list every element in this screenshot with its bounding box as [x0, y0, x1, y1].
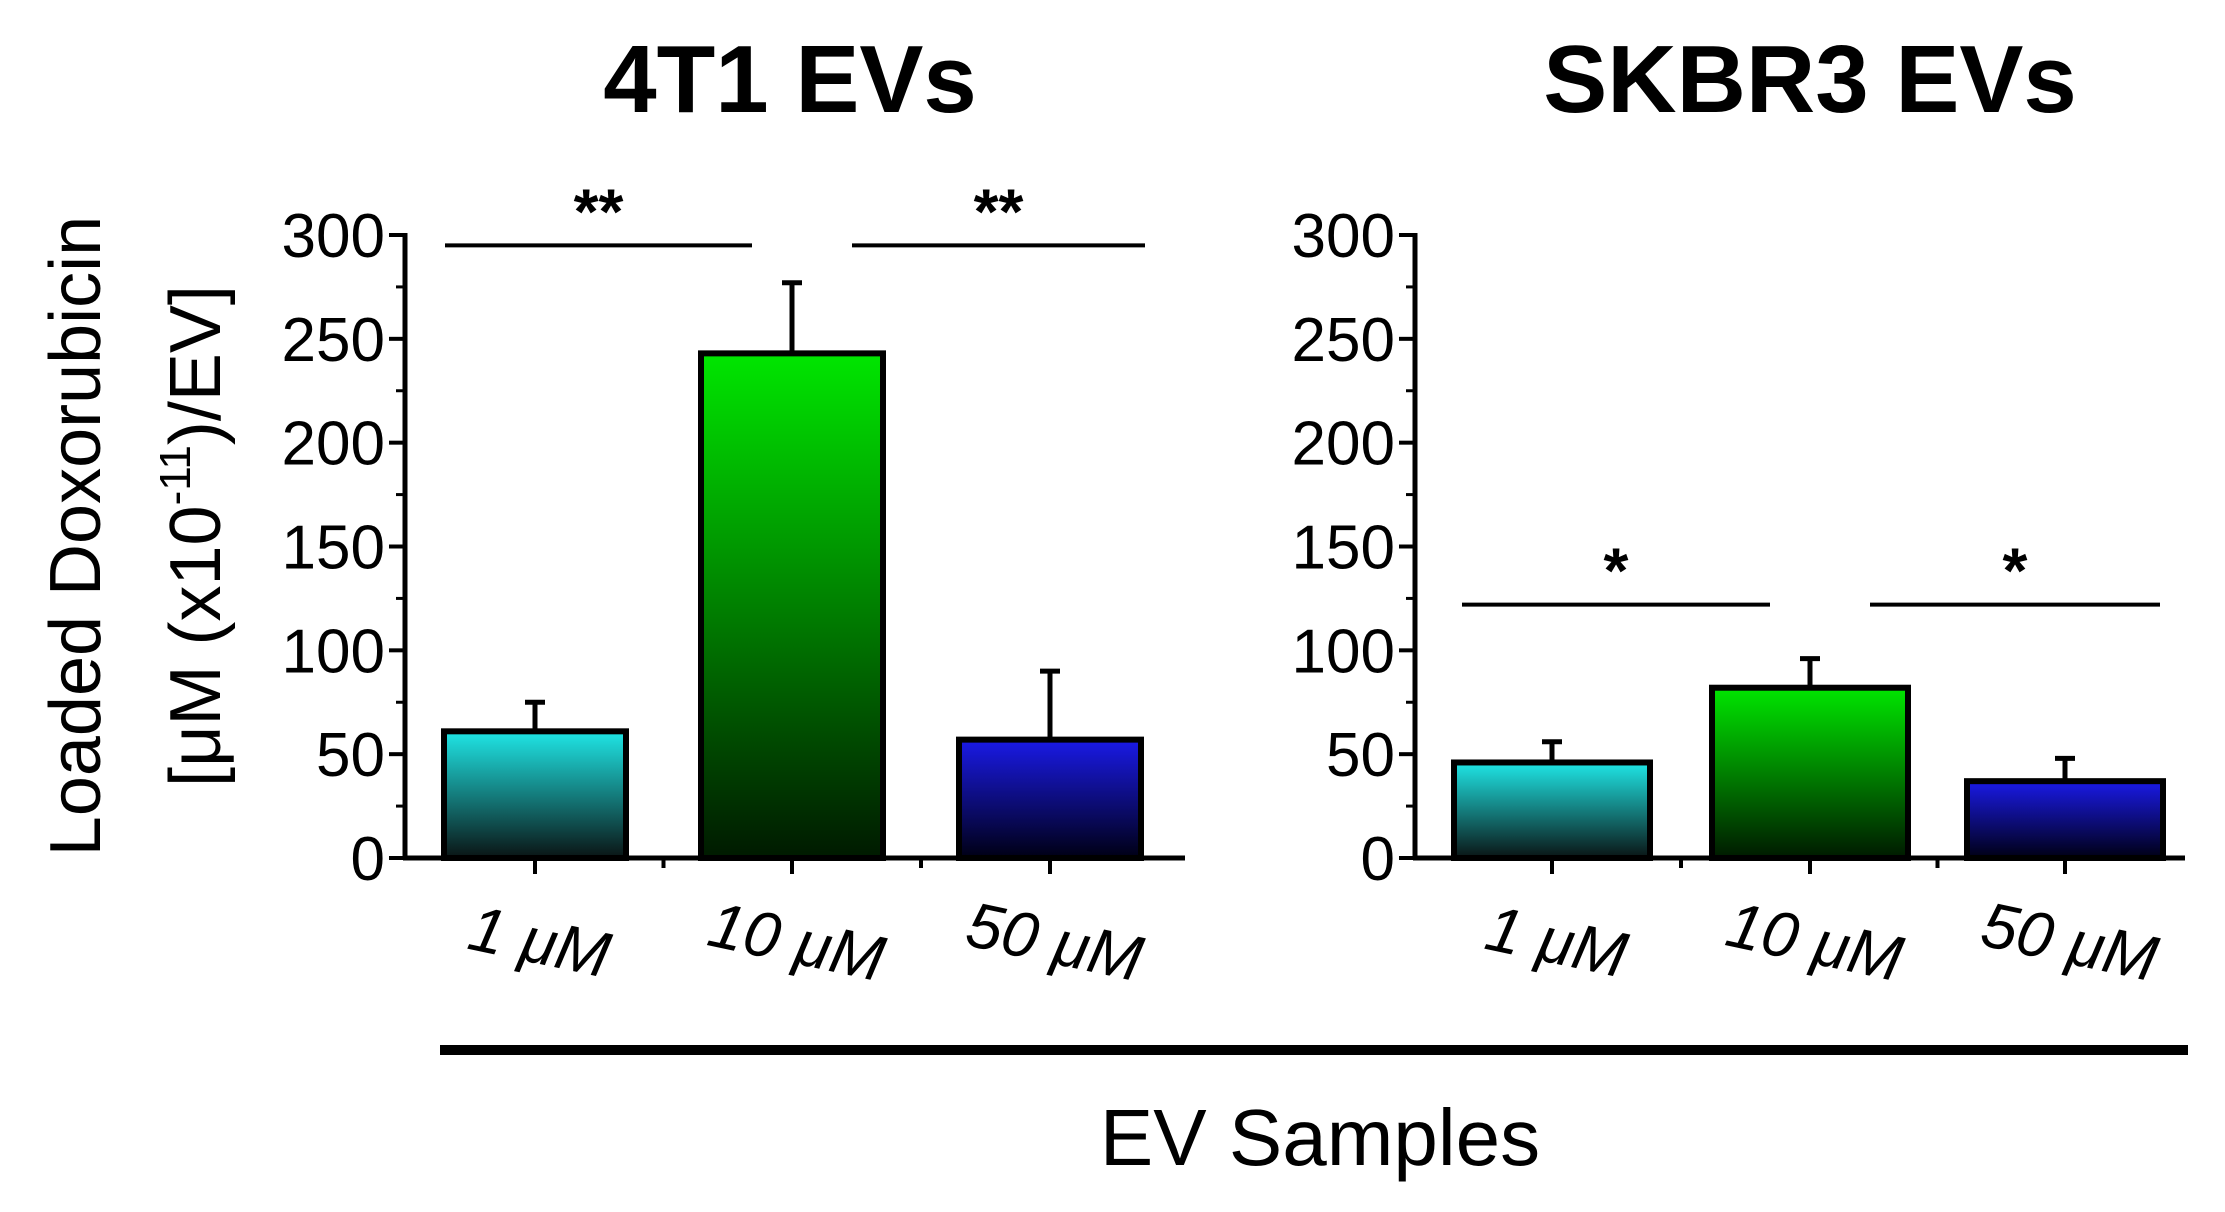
- y-tick-label: 100: [282, 617, 385, 686]
- bar: [698, 350, 886, 861]
- y-tick-label: 100: [1292, 617, 1395, 686]
- y-tick-label: 0: [1361, 825, 1395, 894]
- y-axis-label-line2: [μM (x10-11)/EV]: [151, 285, 236, 787]
- panel-skbr3: SKBR3 EVs 0 50 100 150 200 250 300 1 μM 10 μM 50 μ…: [1292, 26, 2185, 995]
- y-tick-label: 250: [1292, 306, 1395, 375]
- significance-label: *: [2003, 535, 2028, 607]
- significance-label: *: [1604, 535, 1629, 607]
- x-category-label: 50 μM: [1975, 888, 2164, 995]
- y-tick-label: 300: [282, 202, 385, 271]
- y-tick-label: 200: [1292, 410, 1395, 479]
- significance-label: **: [574, 175, 624, 247]
- bar: [1709, 684, 1911, 861]
- chart-title: SKBR3 EVs: [1543, 26, 2077, 133]
- x-category-label: 1 μM: [463, 892, 617, 992]
- x-axis-label: EV Samples: [1100, 1093, 1540, 1182]
- y-tick-label: 50: [1326, 721, 1395, 790]
- y-tick-label: 300: [1292, 202, 1395, 271]
- chart-title: 4T1 EVs: [603, 26, 977, 133]
- y-tick-label: 0: [351, 825, 385, 894]
- x-category-label: 50 μM: [960, 888, 1149, 995]
- bar: [1964, 778, 2166, 861]
- x-category-label: 1 μM: [1480, 892, 1634, 992]
- y-axis-label-line1: Loaded Doxorubicin: [36, 216, 116, 856]
- y-tick-label: 50: [316, 721, 385, 790]
- panel-4t1: 4T1 EVs 0 50 100 150 200 250 300 1 μM 10 μM 50 μM *…: [282, 26, 1185, 995]
- bar: [1451, 759, 1653, 861]
- x-category-label: 10 μM: [702, 888, 891, 995]
- bar: [441, 728, 629, 861]
- x-category-label: 10 μM: [1720, 888, 1909, 995]
- bar: [956, 736, 1144, 862]
- y-tick-label: 150: [282, 514, 385, 583]
- y-tick-label: 150: [1292, 514, 1395, 583]
- y-tick-label: 200: [282, 410, 385, 479]
- significance-label: **: [974, 175, 1024, 247]
- y-tick-label: 250: [282, 306, 385, 375]
